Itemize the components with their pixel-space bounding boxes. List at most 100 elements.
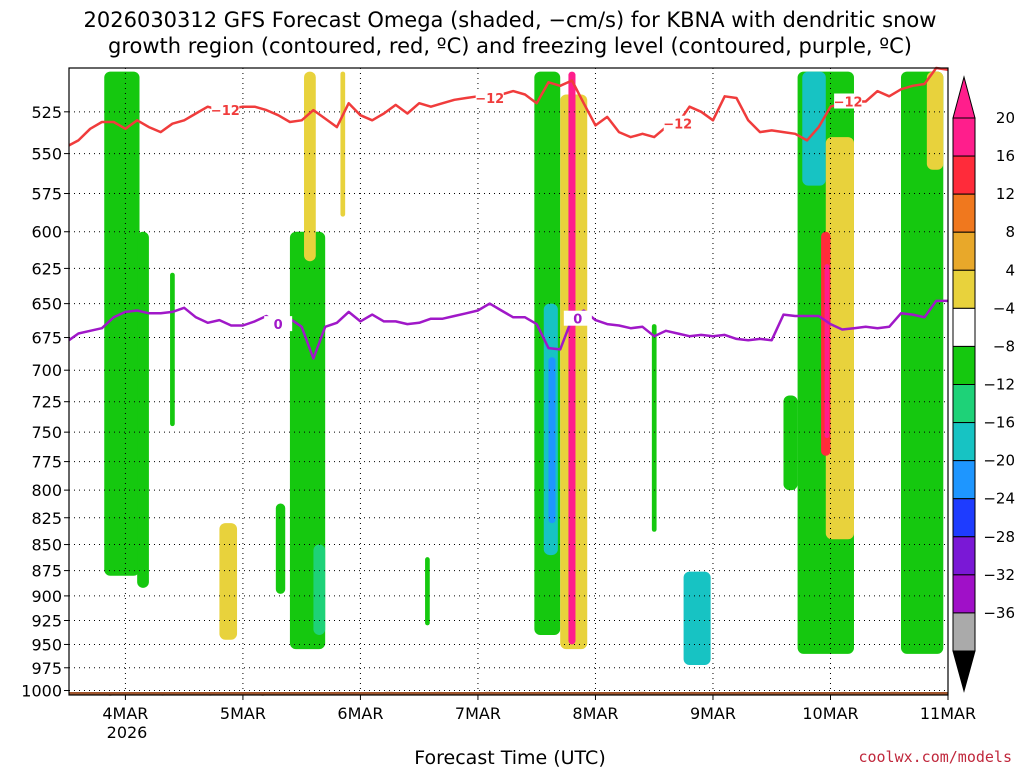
y-tick-label-10: 775 — [31, 453, 62, 472]
colorbar-label-8: −16 — [983, 414, 1015, 432]
colorbar-swatch-11 — [952, 536, 976, 576]
colorbar-swatch-3 — [952, 231, 976, 271]
contour-label-0-3: −12 — [834, 95, 863, 110]
x-tick-label-5: 9MAR — [690, 704, 736, 723]
colorbar-label-0: 20 — [996, 109, 1015, 127]
colorbar-swatch-6 — [952, 345, 976, 385]
y-tick-label-7: 700 — [31, 361, 62, 380]
shade-blue-7-8mar — [548, 357, 556, 524]
shade-teal-9mar — [683, 571, 711, 666]
colorbar-label-5: −4 — [993, 299, 1015, 317]
x-tick-label-6: 10MAR — [802, 704, 858, 723]
colorbar-top-arrow — [952, 75, 976, 119]
colorbar-label-11: −28 — [983, 528, 1015, 546]
shade-green-6-7mar — [425, 557, 430, 626]
plot-frame — [68, 67, 949, 696]
credit-label: coolwx.com/models — [858, 748, 1012, 766]
y-tick-label-6: 675 — [31, 329, 62, 348]
colorbar-label-2: 12 — [996, 185, 1015, 203]
shade-green-4mar — [104, 71, 140, 576]
colorbar-swatch-5 — [952, 307, 976, 347]
colorbar-swatch-13 — [952, 612, 976, 652]
contour-lines: −12 −12 −12 −12 0 0 — [68, 66, 949, 360]
y-tick-label-13: 850 — [31, 536, 62, 555]
chart-title-line-2: growth region (contoured, red, ºC) and f… — [108, 34, 912, 58]
y-tick-label-8: 725 — [31, 393, 62, 412]
colorbar-label-1: 16 — [996, 147, 1015, 165]
y-tick-label-3: 600 — [31, 223, 62, 242]
colorbar-swatch-1 — [952, 155, 976, 195]
x-tick-label-1: 5MAR — [220, 704, 266, 723]
contour-label-bg-1-0 — [264, 316, 293, 332]
omega-shading — [104, 71, 944, 666]
contour-label-bg-0-0 — [211, 102, 240, 118]
shade-pink-8mar — [568, 71, 576, 645]
shade-yellow-11mar-top — [926, 71, 944, 170]
y-tick-label-9: 750 — [31, 423, 62, 442]
shade-yellow-5mar-strip — [304, 71, 316, 262]
y-tick-label-11: 800 — [31, 481, 62, 500]
x-axis-title: Forecast Time (UTC) — [414, 747, 605, 768]
shade-cyan-10mar — [802, 71, 826, 186]
colorbar-swatch-0 — [952, 117, 976, 157]
shade-yellow-5mar — [219, 523, 238, 640]
colorbar-bottom-arrow — [952, 650, 976, 693]
y-tick-label-1: 550 — [31, 145, 62, 164]
colorbar-label-7: −12 — [983, 376, 1015, 394]
contour-label-0-1: −12 — [475, 92, 504, 107]
shade-green-4mar-strip — [170, 272, 175, 427]
colorbar-label-4: 4 — [1005, 261, 1015, 279]
colorbar-label-6: −8 — [993, 337, 1015, 355]
shade-teal-6mar — [313, 544, 326, 635]
y-tick-label-4: 625 — [31, 259, 62, 278]
colorbar-swatch-9 — [952, 460, 976, 500]
colorbar-swatch-12 — [952, 574, 976, 614]
contour-line-1 — [68, 299, 948, 360]
contour-label-bg-0-1 — [475, 90, 504, 106]
shade-green-6mar — [289, 231, 326, 650]
colorbar-label-13: −36 — [983, 604, 1015, 622]
shade-green-5mar — [275, 503, 286, 594]
shade-yellow-10mar — [825, 137, 854, 540]
colorbar-swatch-10 — [952, 498, 976, 538]
colorbar-label-12: −32 — [983, 566, 1015, 584]
shade-yellow-6mar-strip — [340, 71, 346, 217]
shade-green-11mar — [900, 71, 944, 654]
x-axis-year-label: 2026 — [107, 723, 148, 742]
chart-title-line-1: 2026030312 GFS Forecast Omega (shaded, −… — [84, 8, 937, 32]
y-tick-label-18: 975 — [31, 659, 62, 678]
colorbar-swatch-2 — [952, 193, 976, 233]
colorbar-label-3: 8 — [1005, 223, 1015, 241]
x-tick-label-2: 6MAR — [337, 704, 383, 723]
shade-green-4mar-tail — [137, 231, 149, 588]
contour-label-bg-1-1 — [563, 310, 592, 326]
y-tick-label-12: 825 — [31, 509, 62, 528]
y-tick-label-19: 1000 — [21, 682, 62, 701]
contour-label-0-2: −12 — [663, 118, 692, 133]
y-tick-label-2: 575 — [31, 185, 62, 204]
plot-border — [68, 67, 949, 696]
y-axis-ticks: 525 550 575 600 625 650 675 700 725 750 775 800 825 8… — [21, 103, 69, 701]
terrain-base — [69, 692, 948, 695]
y-tick-label-5: 650 — [31, 295, 62, 314]
x-tick-label-4: 8MAR — [572, 704, 618, 723]
contour-label-1-0: 0 — [274, 318, 283, 333]
colorbar-label-10: −24 — [983, 490, 1015, 508]
shade-green-8mar — [651, 324, 657, 532]
y-tick-label-14: 875 — [31, 562, 62, 581]
x-tick-label-3: 7MAR — [455, 704, 501, 723]
shade-pink-10mar — [824, 264, 830, 439]
x-tick-label-0: 4MAR — [102, 704, 148, 723]
colorbar: 20 16 12 8 4 −4 −8 −12 −16 −20 −24 −28 −32 −36 — [952, 75, 1015, 693]
contour-label-bg-0-2 — [663, 115, 692, 131]
contour-label-bg-0-3 — [834, 93, 863, 109]
colorbar-swatch-4 — [952, 269, 976, 309]
y-tick-label-0: 525 — [31, 103, 62, 122]
y-tick-label-15: 900 — [31, 587, 62, 606]
y-tick-label-17: 950 — [31, 635, 62, 654]
colorbar-swatch-8 — [952, 422, 976, 462]
colorbar-swatch-7 — [952, 384, 976, 424]
contour-label-0-0: −12 — [211, 104, 240, 119]
contour-label-1-1: 0 — [573, 313, 582, 328]
